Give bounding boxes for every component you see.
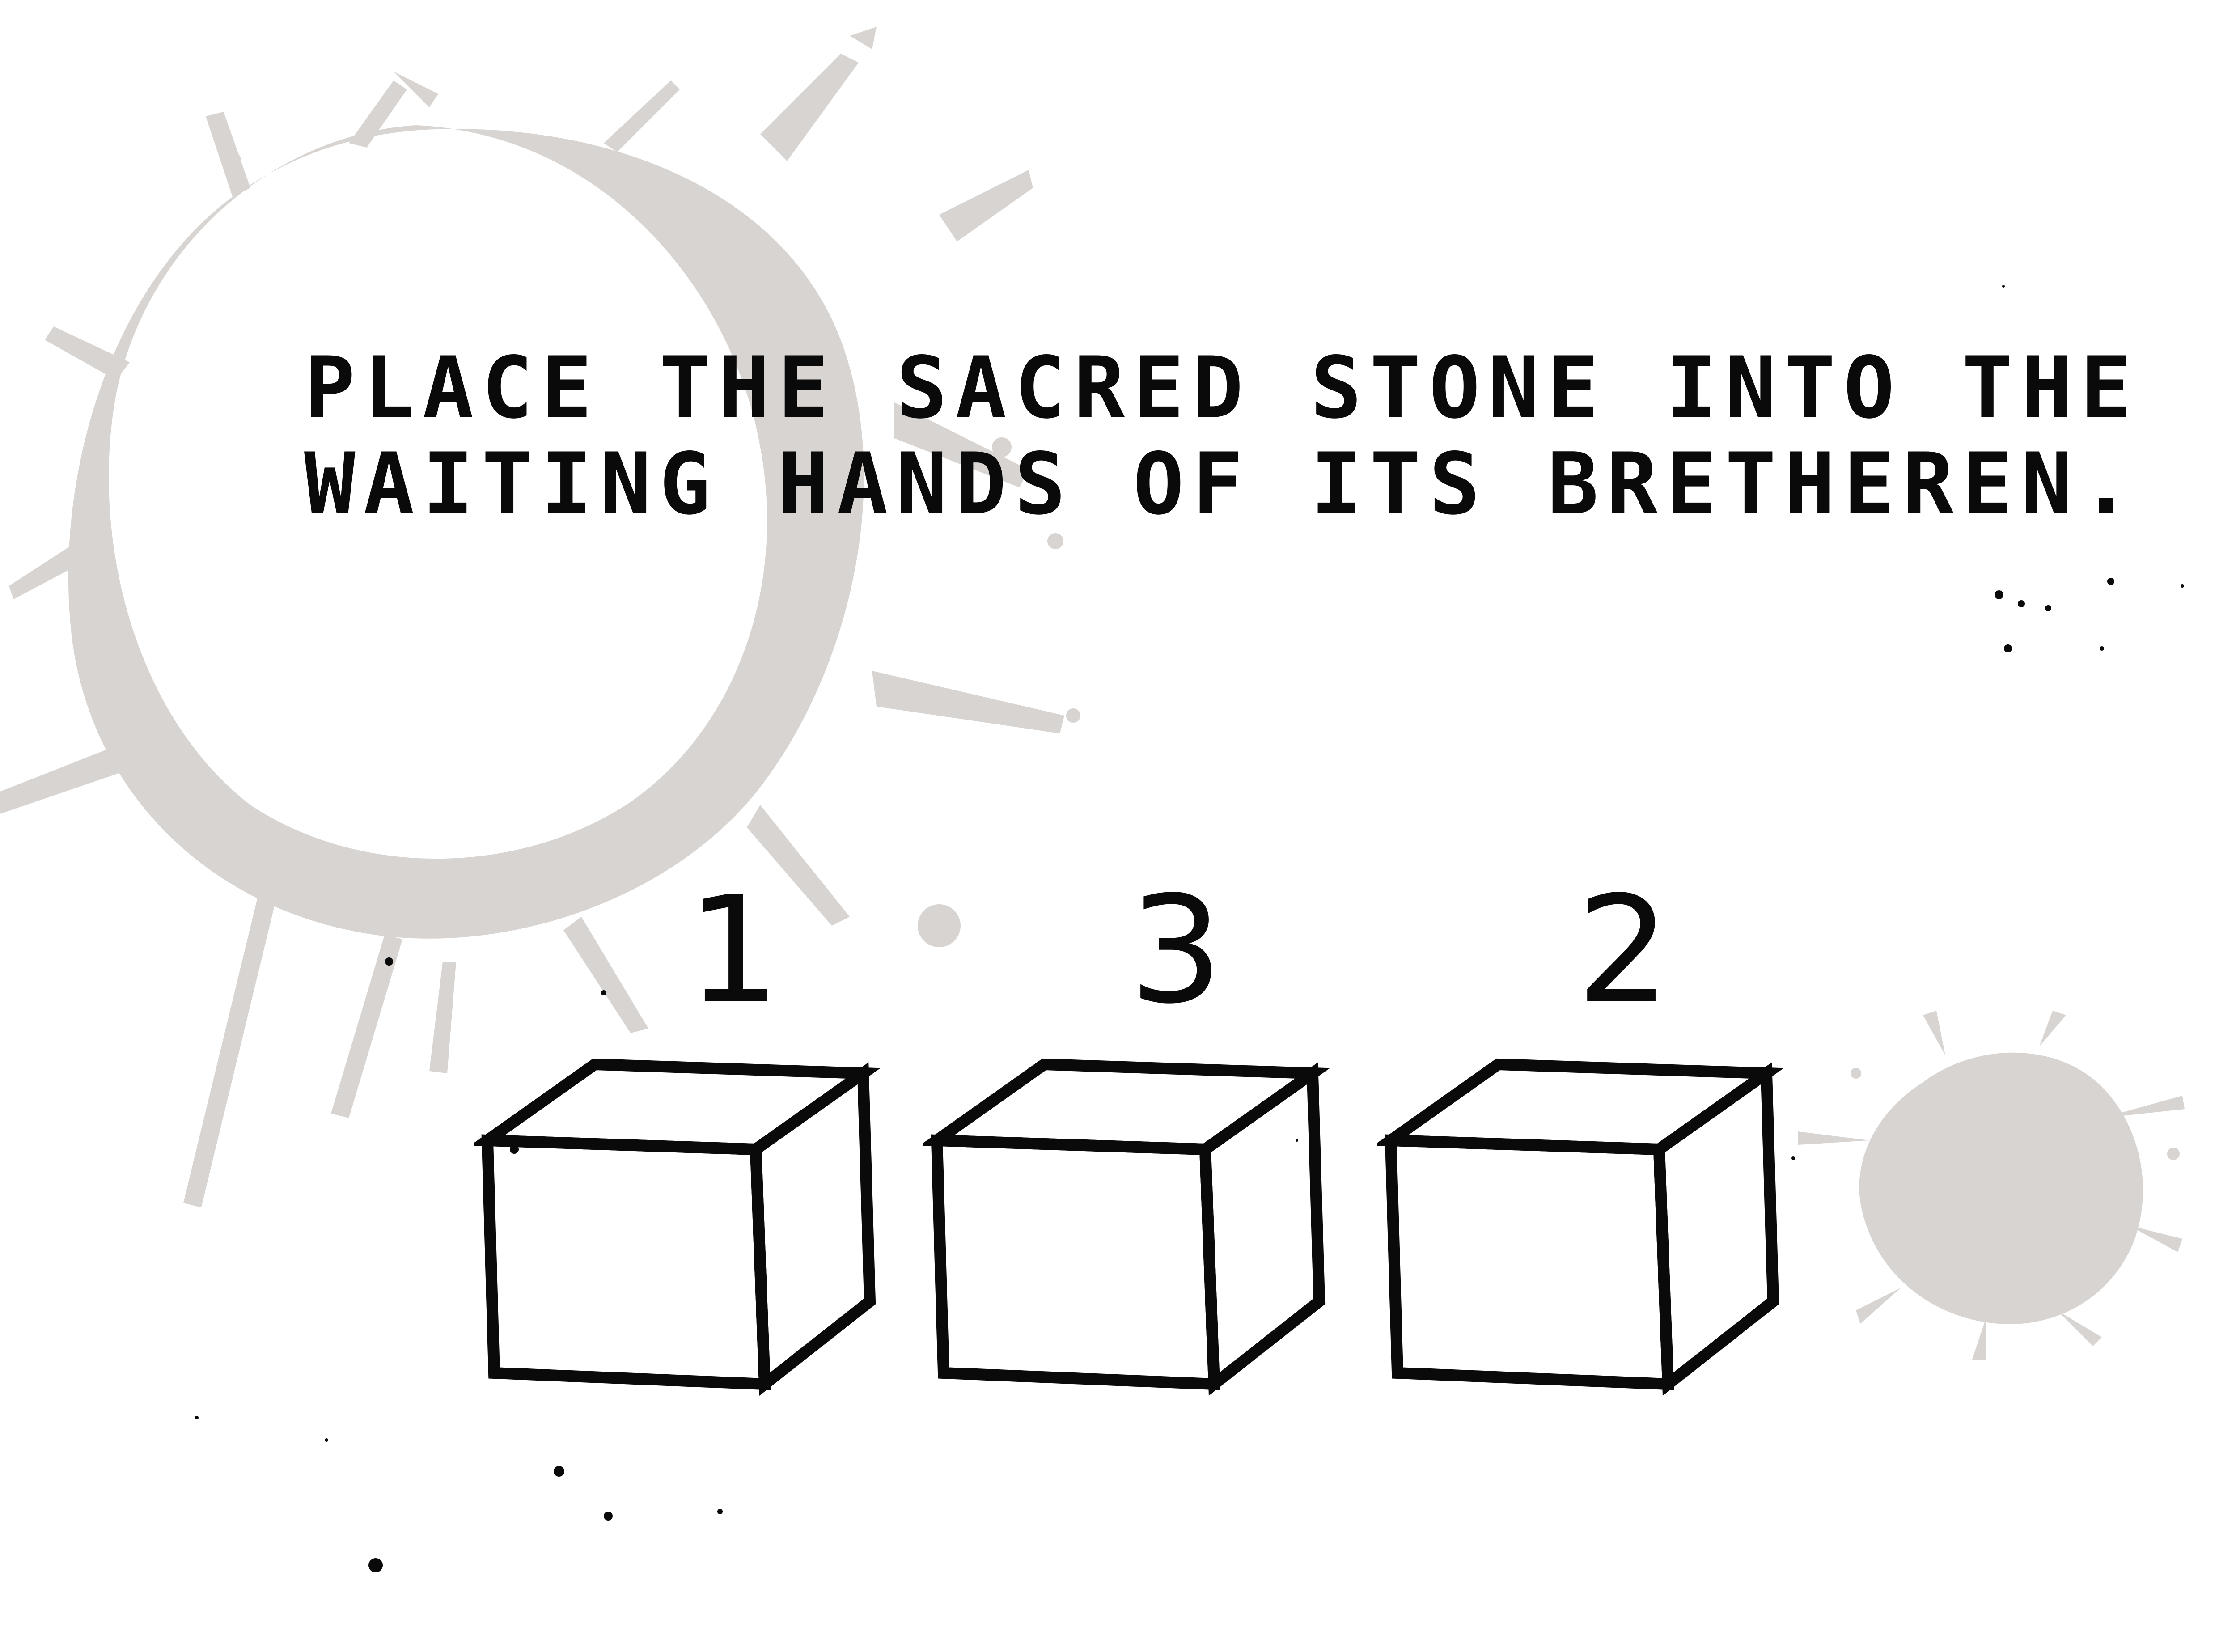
box-1-side-face (750, 1062, 876, 1396)
box-label-3: 2 (1576, 864, 1670, 1036)
box-3[interactable] (1377, 1055, 1798, 1404)
blot-stain (1859, 1052, 2143, 1324)
instruction-line-1: PLACE THE SACRED STONE INTO THE (304, 339, 2140, 437)
instruction-line-2: WAITING HANDS OF ITS BRETHEREN. (304, 435, 2140, 534)
box-3-front-face (1385, 1134, 1674, 1390)
box-2-side-face (1199, 1062, 1326, 1396)
stain-drop (918, 904, 961, 947)
box-2[interactable] (923, 1055, 1344, 1404)
puzzle-instruction: PLACE THE SACRED STONE INTO THE WAITING … (304, 339, 2140, 534)
box-3-side-face (1653, 1062, 1779, 1396)
box-2-front-face (931, 1134, 1220, 1390)
box-label-2: 3 (1129, 864, 1223, 1036)
box-1[interactable] (474, 1055, 894, 1404)
box-label-1: 1 (686, 864, 780, 1036)
box-1-front-face (481, 1134, 771, 1390)
